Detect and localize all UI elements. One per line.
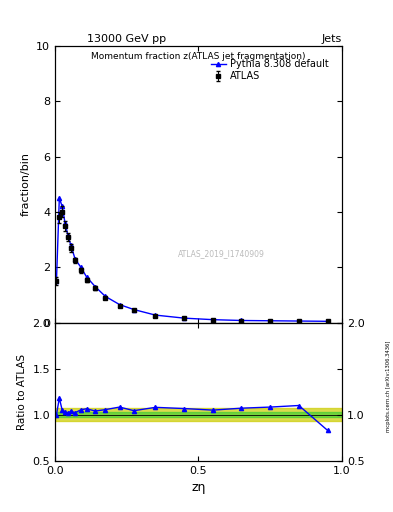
X-axis label: zη: zη	[191, 481, 206, 494]
Pythia 8.308 default	[268, 317, 273, 324]
Pythia 8.308 default	[239, 317, 244, 324]
Pythia 8.308 default	[153, 312, 158, 318]
Pythia 8.308 default	[66, 232, 70, 239]
Pythia 8.308 default	[79, 264, 83, 270]
Pythia 8.308 default	[211, 316, 215, 323]
Pythia 8.308 default	[297, 318, 301, 324]
Text: Momentum fraction z(ATLAS jet fragmentation): Momentum fraction z(ATLAS jet fragmentat…	[91, 52, 306, 60]
Pythia 8.308 default	[54, 278, 59, 284]
Pythia 8.308 default	[117, 302, 122, 308]
Legend: Pythia 8.308 default, ATLAS: Pythia 8.308 default, ATLAS	[208, 56, 331, 84]
Pythia 8.308 default	[93, 284, 97, 290]
Text: mcplots.cern.ch [arXiv:1306.3436]: mcplots.cern.ch [arXiv:1306.3436]	[386, 340, 391, 432]
Pythia 8.308 default	[103, 293, 108, 300]
Y-axis label: fraction/bin: fraction/bin	[20, 153, 31, 216]
Text: 13000 GeV pp: 13000 GeV pp	[87, 33, 166, 44]
Pythia 8.308 default	[60, 203, 64, 209]
Line: Pythia 8.308 default: Pythia 8.308 default	[54, 196, 330, 324]
Bar	[55, 408, 342, 421]
Text: Jets: Jets	[321, 33, 342, 44]
Pythia 8.308 default	[84, 274, 89, 280]
Pythia 8.308 default	[63, 220, 68, 226]
Pythia 8.308 default	[325, 318, 330, 325]
Pythia 8.308 default	[68, 242, 73, 248]
Y-axis label: Ratio to ATLAS: Ratio to ATLAS	[17, 354, 27, 430]
Pythia 8.308 default	[132, 307, 136, 313]
Pythia 8.308 default	[182, 315, 187, 321]
Text: ATLAS_2019_I1740909: ATLAS_2019_I1740909	[178, 249, 265, 258]
Pythia 8.308 default	[57, 195, 62, 201]
Bar	[55, 412, 342, 417]
Pythia 8.308 default	[73, 256, 77, 262]
